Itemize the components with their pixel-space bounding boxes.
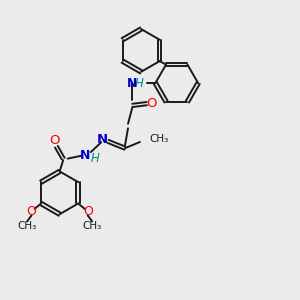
Text: O: O xyxy=(83,205,93,218)
Text: O: O xyxy=(146,97,157,110)
Text: N: N xyxy=(97,133,108,146)
Text: H: H xyxy=(90,152,99,164)
Text: CH₃: CH₃ xyxy=(82,221,102,231)
Text: O: O xyxy=(49,134,59,147)
Text: N: N xyxy=(80,149,90,162)
Text: H: H xyxy=(135,76,143,90)
Text: O: O xyxy=(27,205,37,218)
Text: CH₃: CH₃ xyxy=(17,221,37,231)
Text: N: N xyxy=(127,76,138,90)
Text: CH₃: CH₃ xyxy=(149,134,169,144)
